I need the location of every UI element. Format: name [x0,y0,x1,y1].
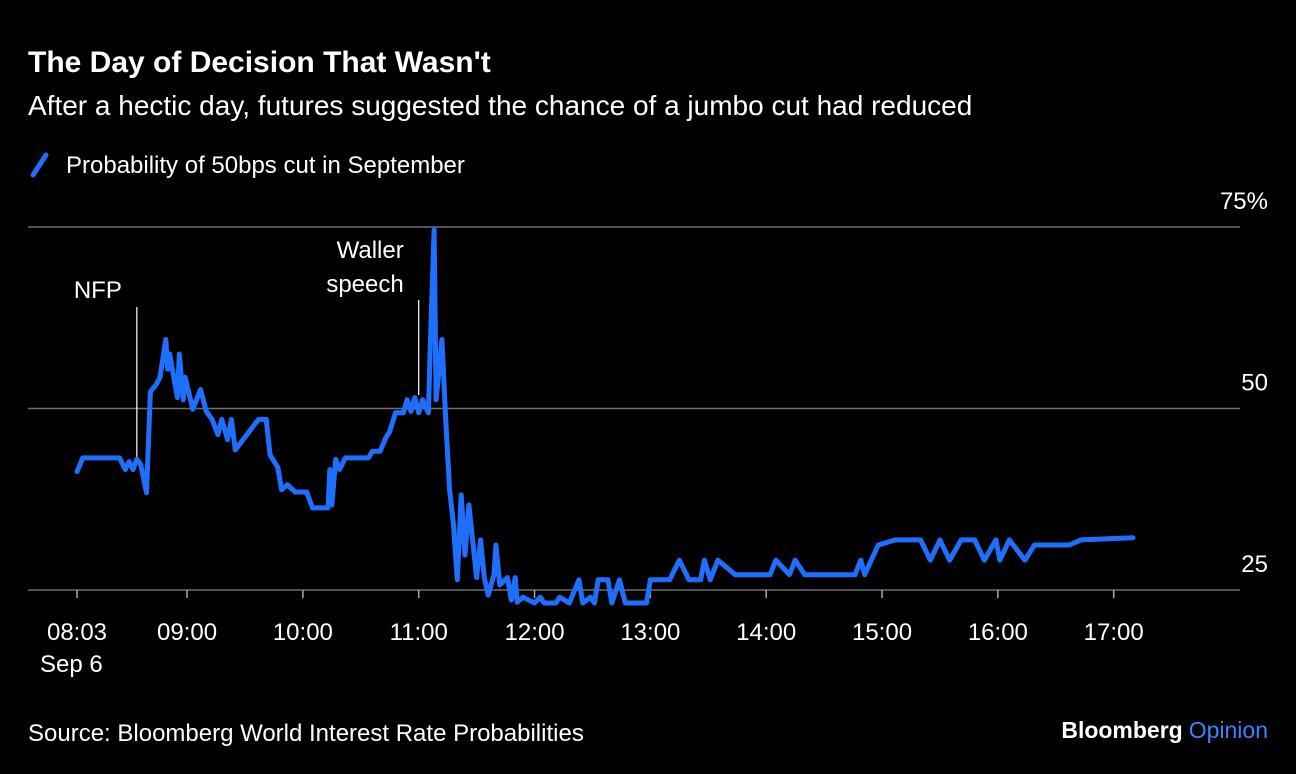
brand: Bloomberg Opinion [1061,717,1268,743]
annotation-label: speech [326,271,403,298]
y-tick-label: 25 [1241,551,1268,578]
x-tick-label: 12:00 [505,619,565,646]
brand-name: Bloomberg [1061,717,1182,743]
source: Source: Bloomberg World Interest Rate Pr… [28,720,584,747]
x-tick-label: 17:00 [1084,619,1144,646]
x-tick-label: 09:00 [157,619,217,646]
x-tick-label: 11:00 [390,619,448,646]
x-tick-label: 16:00 [968,619,1028,646]
x-tick-label: 15:00 [852,619,912,646]
y-tick-label: 75% [1220,188,1268,215]
x-tick-sublabel: Sep 6 [40,651,103,678]
legend-swatch [30,152,49,178]
x-tick-label: 14:00 [736,619,796,646]
chart-title: The Day of Decision That Wasn't [28,46,491,79]
x-tick-label: 10:00 [273,619,333,646]
chart-subtitle: After a hectic day, futures suggested th… [28,90,972,121]
y-tick-label: 50 [1241,369,1268,396]
x-tick-label: 13:00 [620,619,680,646]
legend-label: Probability of 50bps cut in September [66,152,465,179]
annotation-label: NFP [74,277,122,304]
x-tick-label: 08:03 [47,619,107,646]
series-line [74,227,1136,606]
brand-section: Opinion [1189,717,1268,743]
annotation-label: Waller [337,237,404,264]
